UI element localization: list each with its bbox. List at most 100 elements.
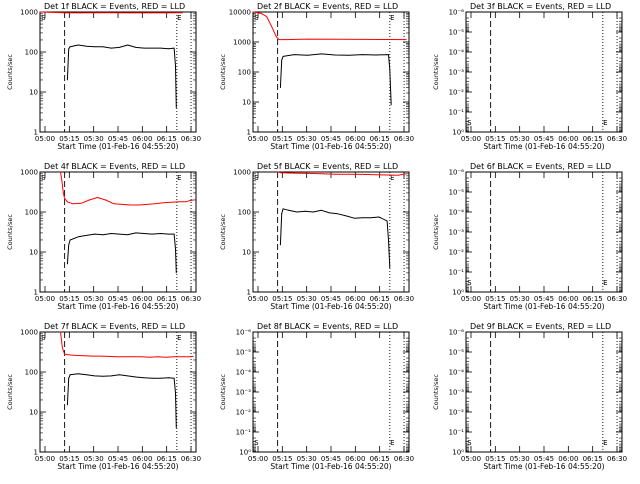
y-tick-label: 10⁻⁴ [449,49,465,57]
chart-title: Det 9f BLACK = Events, RED = LLD [470,322,611,331]
series-point [119,374,120,376]
y-tick-label: 1 [34,289,38,297]
y-tick-label: 10⁻² [449,89,465,97]
x-tick-label: 05:00 [248,455,268,463]
series-point [157,356,159,358]
chart-panel-2: Det 2f BLACK = Events, RED = LLD 1 10 100 10… [219,2,414,151]
series-point [113,203,115,205]
series-point [307,54,309,56]
series-point [282,56,284,57]
end-marker-label: E [603,279,607,287]
end-marker-label: E [177,174,181,182]
x-tick-label: 06:15 [157,295,177,303]
y-tick-label: 100 [25,369,38,377]
chart-title: Det 4f BLACK = Events, RED = LLD [44,162,185,171]
y-tick-label: 10⁰ [452,289,464,297]
x-tick-label: 06:15 [157,455,177,463]
series-point [151,377,153,379]
chart-panel-9: Det 9f BLACK = Events, RED = LLD 10⁰ 10⁻¹ 1… [432,322,627,471]
series-point [68,48,70,50]
x-tick-label: 06:15 [583,295,603,303]
y-tick-label: 10⁻⁵ [449,349,465,357]
series-point [68,377,70,379]
series-point [135,47,137,48]
series-point [179,201,181,203]
series-point [362,39,363,40]
y-tick-label: 10⁰ [239,449,251,457]
series-point [285,39,287,40]
series-point [176,12,178,14]
start-marker-label: S [41,334,46,342]
series-point [67,201,68,203]
series-point [61,180,63,182]
series-point [312,211,314,213]
x-tick-label: 05:00 [35,295,55,303]
series-point [143,233,145,234]
x-tick-label: 05:45 [108,455,128,463]
start-marker-label: S [467,279,472,287]
end-marker-label: E [177,14,181,22]
series-point [83,355,85,357]
series-point [304,210,306,212]
x-tick-label: 06:15 [370,295,390,303]
series-line-events [279,208,391,268]
series-line-events [66,373,177,428]
series-point [281,213,283,215]
series-point [108,356,109,357]
series-point [334,54,336,56]
series-point [86,374,87,376]
series-point [119,233,120,235]
chart-title: Det 7f BLACK = Events, RED = LLD [44,322,185,331]
x-tick-label: 05:00 [248,135,268,143]
y-axis-label: Counts/sec [6,374,14,410]
series-point [94,375,96,377]
series-point [390,104,392,106]
series-point [121,204,123,205]
y-tick-label: 100 [238,209,251,217]
series-point [278,39,280,40]
series-point [110,375,112,377]
y-tick-label: 10⁻¹ [449,109,465,117]
x-tick-label: 06:30 [607,295,627,303]
x-tick-label: 05:45 [108,295,128,303]
y-tick-label: 10⁻⁶ [449,169,465,177]
x-axis-label: Start Time (01-Feb-16 04:55:20) [57,142,178,151]
series-point [143,47,145,49]
series-point [69,374,71,376]
series-point [135,12,137,14]
series-point [175,65,176,67]
series-point [362,54,363,55]
y-tick-label: 10⁻³ [236,389,252,397]
series-point [39,11,41,13]
y-tick-label: 100 [25,49,38,57]
series-point [86,235,87,236]
y-tick-label: 10⁻⁵ [236,349,252,357]
start-marker-label: S [254,439,259,447]
x-tick-label: 05:45 [534,455,554,463]
x-axis-label: Start Time (01-Feb-16 04:55:20) [57,302,178,311]
series-point [77,44,79,46]
series-point [60,331,61,333]
series-point [288,209,289,211]
series-line-events [66,44,177,108]
y-axis-label: Counts/sec [219,374,227,410]
y-tick-label: 10⁻³ [449,229,465,237]
series-point [149,356,150,358]
y-tick-label: 10⁻⁴ [236,369,252,377]
series-point [124,356,126,358]
series-point [102,375,104,377]
x-tick-label: 06:00 [558,455,578,463]
series-point [389,174,391,176]
series-point [334,38,336,40]
end-marker-label: E [390,174,394,182]
series-point [266,16,268,17]
series-point [173,233,175,235]
series-point [102,234,104,236]
series-point [91,355,93,357]
series-point [135,376,137,378]
x-axis-label: Start Time (01-Feb-16 04:55:20) [270,142,391,151]
chart-title: Det 3f BLACK = Events, RED = LLD [470,2,611,11]
series-point [105,199,107,201]
x-tick-label: 06:00 [345,455,365,463]
